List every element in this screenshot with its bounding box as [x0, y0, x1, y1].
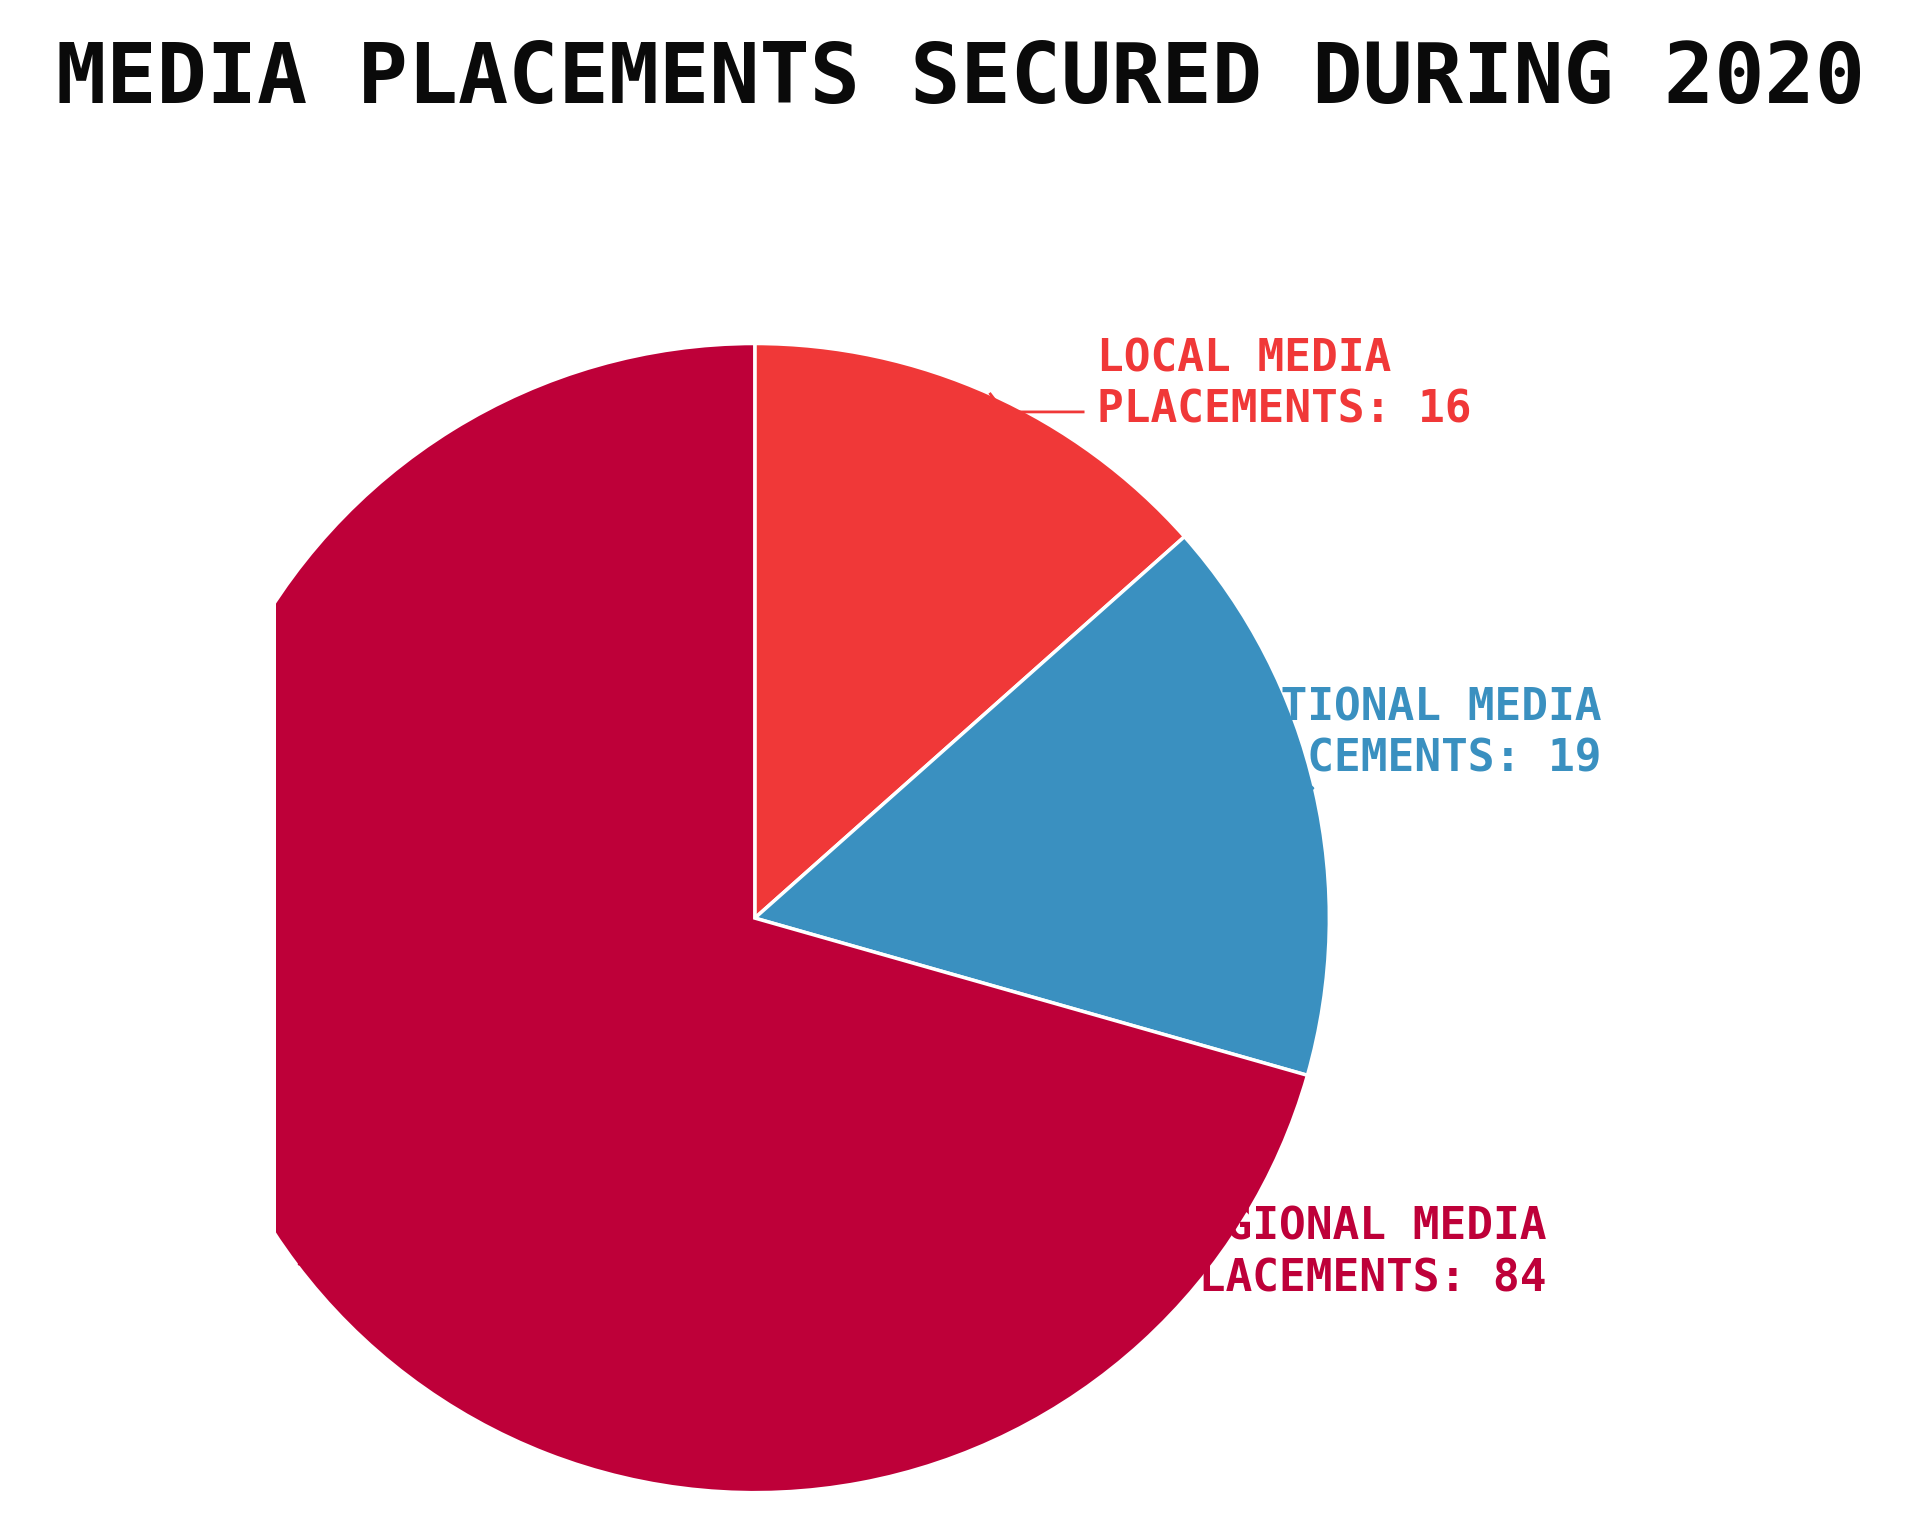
- Wedge shape: [180, 344, 1308, 1493]
- Text: MEDIA PLACEMENTS SECURED DURING 2020: MEDIA PLACEMENTS SECURED DURING 2020: [56, 40, 1864, 120]
- Wedge shape: [755, 537, 1329, 1075]
- Text: NATIONAL MEDIA
PLACEMENTS: 19: NATIONAL MEDIA PLACEMENTS: 19: [1227, 686, 1601, 781]
- Text: LOCAL MEDIA
PLACEMENTS: 16: LOCAL MEDIA PLACEMENTS: 16: [1096, 337, 1471, 432]
- Wedge shape: [755, 344, 1185, 918]
- Text: REGIONAL MEDIA
PLACEMENTS: 84: REGIONAL MEDIA PLACEMENTS: 84: [1171, 1205, 1546, 1301]
